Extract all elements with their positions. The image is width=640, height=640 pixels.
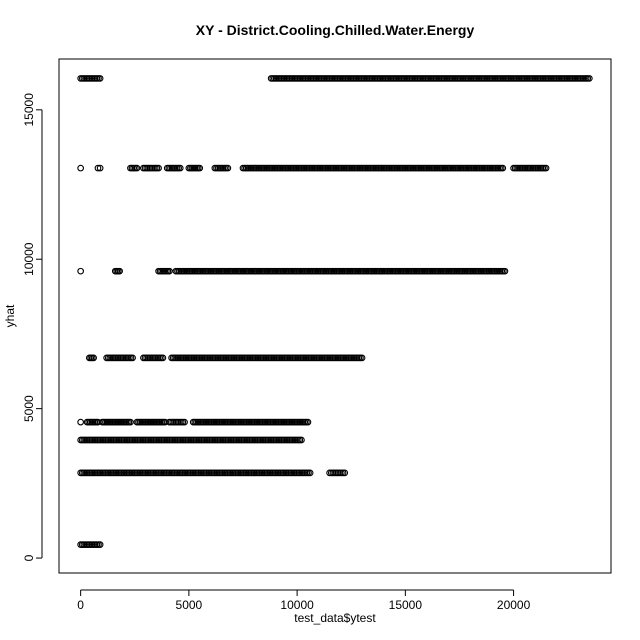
data-point: [304, 418, 312, 426]
point-band: [77, 75, 593, 82]
data-point: [501, 267, 509, 275]
y-tick-label: 15000: [22, 93, 36, 127]
data-point: [116, 267, 123, 275]
point-band: [77, 469, 349, 477]
data-point: [159, 354, 167, 362]
plot-frame: [58, 58, 612, 574]
data-point: [181, 418, 188, 426]
data-point: [129, 354, 136, 362]
data-points: [77, 75, 593, 548]
y-axis: 0 5000 10000 15000: [22, 93, 43, 561]
x-tick-label: 10000: [280, 598, 314, 612]
y-tick-label: 0: [22, 554, 36, 561]
y-axis-label: yhat: [3, 304, 17, 327]
data-point: [499, 164, 507, 172]
data-point: [133, 164, 141, 172]
data-point: [77, 164, 84, 172]
data-point: [176, 164, 184, 172]
data-point: [166, 267, 173, 275]
y-tick-label: 10000: [22, 242, 36, 276]
data-point: [77, 418, 84, 426]
chart-title: XY - District.Cooling.Chilled.Water.Ener…: [196, 22, 475, 38]
data-point: [298, 436, 305, 444]
data-point: [155, 164, 162, 172]
data-point: [224, 164, 232, 172]
point-band: [77, 164, 550, 172]
point-band: [77, 267, 509, 275]
data-point: [358, 354, 366, 362]
x-tick-label: 15000: [389, 598, 423, 612]
x-tick-label: 5000: [176, 598, 203, 612]
point-band: [77, 418, 312, 426]
data-point: [96, 75, 104, 82]
data-point: [306, 469, 314, 477]
data-point: [127, 418, 134, 426]
data-point: [90, 354, 97, 362]
point-band: [77, 541, 104, 548]
data-point: [94, 164, 102, 172]
x-axis-label: test_data$ytest: [294, 611, 376, 625]
data-point: [77, 267, 84, 275]
data-point: [196, 164, 204, 172]
data-point: [341, 469, 349, 477]
x-tick-label: 20000: [497, 598, 531, 612]
data-point: [96, 541, 104, 548]
x-axis: 0 5000 10000 15000 20000: [77, 589, 531, 612]
data-point: [96, 164, 104, 172]
x-tick-label: 0: [77, 598, 84, 612]
y-tick-label: 5000: [22, 395, 36, 422]
point-band: [85, 354, 366, 362]
data-point: [542, 164, 550, 172]
data-point: [585, 75, 593, 82]
point-band: [77, 436, 305, 444]
